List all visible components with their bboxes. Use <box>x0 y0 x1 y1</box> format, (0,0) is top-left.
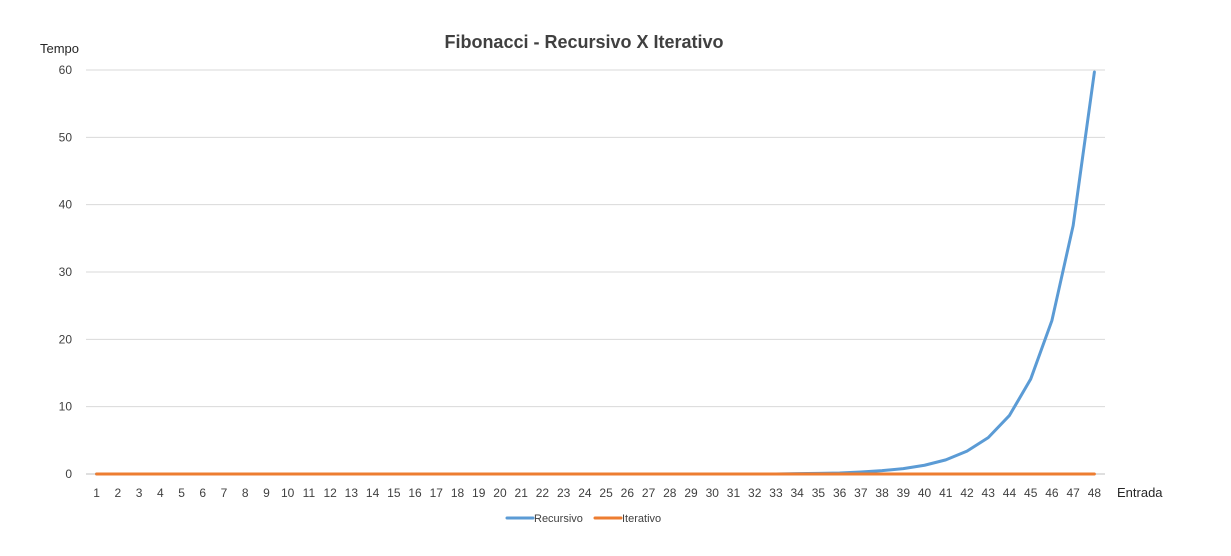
x-tick-label: 9 <box>263 486 270 500</box>
x-tick-label: 29 <box>684 486 698 500</box>
x-tick-label: 27 <box>642 486 656 500</box>
y-tick-label: 10 <box>59 400 73 414</box>
x-tick-label: 39 <box>897 486 911 500</box>
x-tick-label: 1 <box>93 486 100 500</box>
x-tick-label: 11 <box>303 486 316 500</box>
y-axis-label: Tempo <box>40 41 79 56</box>
x-tick-label: 16 <box>408 486 422 500</box>
x-tick-label: 45 <box>1024 486 1038 500</box>
x-tick-label: 15 <box>387 486 401 500</box>
x-tick-label: 28 <box>663 486 677 500</box>
x-tick-label: 26 <box>621 486 635 500</box>
y-tick-label: 30 <box>59 265 73 279</box>
x-axis-label: Entrada <box>1117 485 1163 500</box>
x-tick-label: 40 <box>918 486 932 500</box>
x-tick-label: 32 <box>748 486 762 500</box>
x-tick-label: 36 <box>833 486 847 500</box>
gridlines <box>86 69 1105 475</box>
legend: Recursivo Iterativo <box>505 513 661 525</box>
x-tick-label: 6 <box>199 486 206 500</box>
legend-label: Iterativo <box>622 513 661 525</box>
x-axis-ticks: 1 2 3 4 5 6 7 8 9 10 11 12 13 14 15 16 17 18 19 20 21 22 23 24 2… <box>93 486 1101 500</box>
chart-title: Fibonacci - Recursivo X Iterativo <box>444 32 723 52</box>
x-tick-label: 17 <box>430 486 444 500</box>
x-tick-label: 4 <box>157 486 164 500</box>
x-tick-label: 37 <box>854 486 868 500</box>
y-tick-label: 20 <box>59 332 73 346</box>
x-tick-label: 23 <box>557 486 571 500</box>
x-tick-label: 14 <box>366 486 380 500</box>
x-tick-label: 8 <box>242 486 249 500</box>
x-tick-label: 20 <box>493 486 507 500</box>
x-tick-label: 12 <box>323 486 337 500</box>
x-tick-label: 3 <box>136 486 143 500</box>
x-tick-label: 35 <box>812 486 826 500</box>
x-tick-label: 13 <box>345 486 359 500</box>
y-tick-label: 0 <box>65 467 72 481</box>
x-tick-label: 22 <box>536 486 550 500</box>
x-tick-label: 24 <box>578 486 592 500</box>
x-tick-label: 21 <box>515 486 529 500</box>
y-tick-label: 50 <box>59 130 73 144</box>
x-tick-label: 46 <box>1045 486 1059 500</box>
x-tick-label: 19 <box>472 486 486 500</box>
x-tick-label: 43 <box>982 486 996 500</box>
x-tick-label: 2 <box>115 486 122 500</box>
x-tick-label: 34 <box>790 486 804 500</box>
legend-label: Recursivo <box>534 513 583 525</box>
x-tick-label: 48 <box>1088 486 1102 500</box>
x-tick-label: 44 <box>1003 486 1017 500</box>
y-axis-ticks: 0 10 20 30 40 50 60 <box>59 63 73 481</box>
x-tick-label: 10 <box>281 486 295 500</box>
x-tick-label: 38 <box>875 486 889 500</box>
x-tick-label: 25 <box>599 486 613 500</box>
x-tick-label: 41 <box>939 486 953 500</box>
x-tick-label: 47 <box>1066 486 1080 500</box>
x-tick-label: 33 <box>769 486 783 500</box>
y-tick-label: 40 <box>59 198 73 212</box>
series-line-recursivo <box>95 70 1096 476</box>
x-tick-label: 18 <box>451 486 465 500</box>
x-tick-label: 31 <box>727 486 741 500</box>
x-tick-label: 5 <box>178 486 185 500</box>
x-tick-label: 42 <box>960 486 974 500</box>
x-tick-label: 30 <box>706 486 720 500</box>
y-tick-label: 60 <box>59 63 73 77</box>
series-lines <box>95 70 1096 476</box>
x-tick-label: 7 <box>221 486 228 500</box>
